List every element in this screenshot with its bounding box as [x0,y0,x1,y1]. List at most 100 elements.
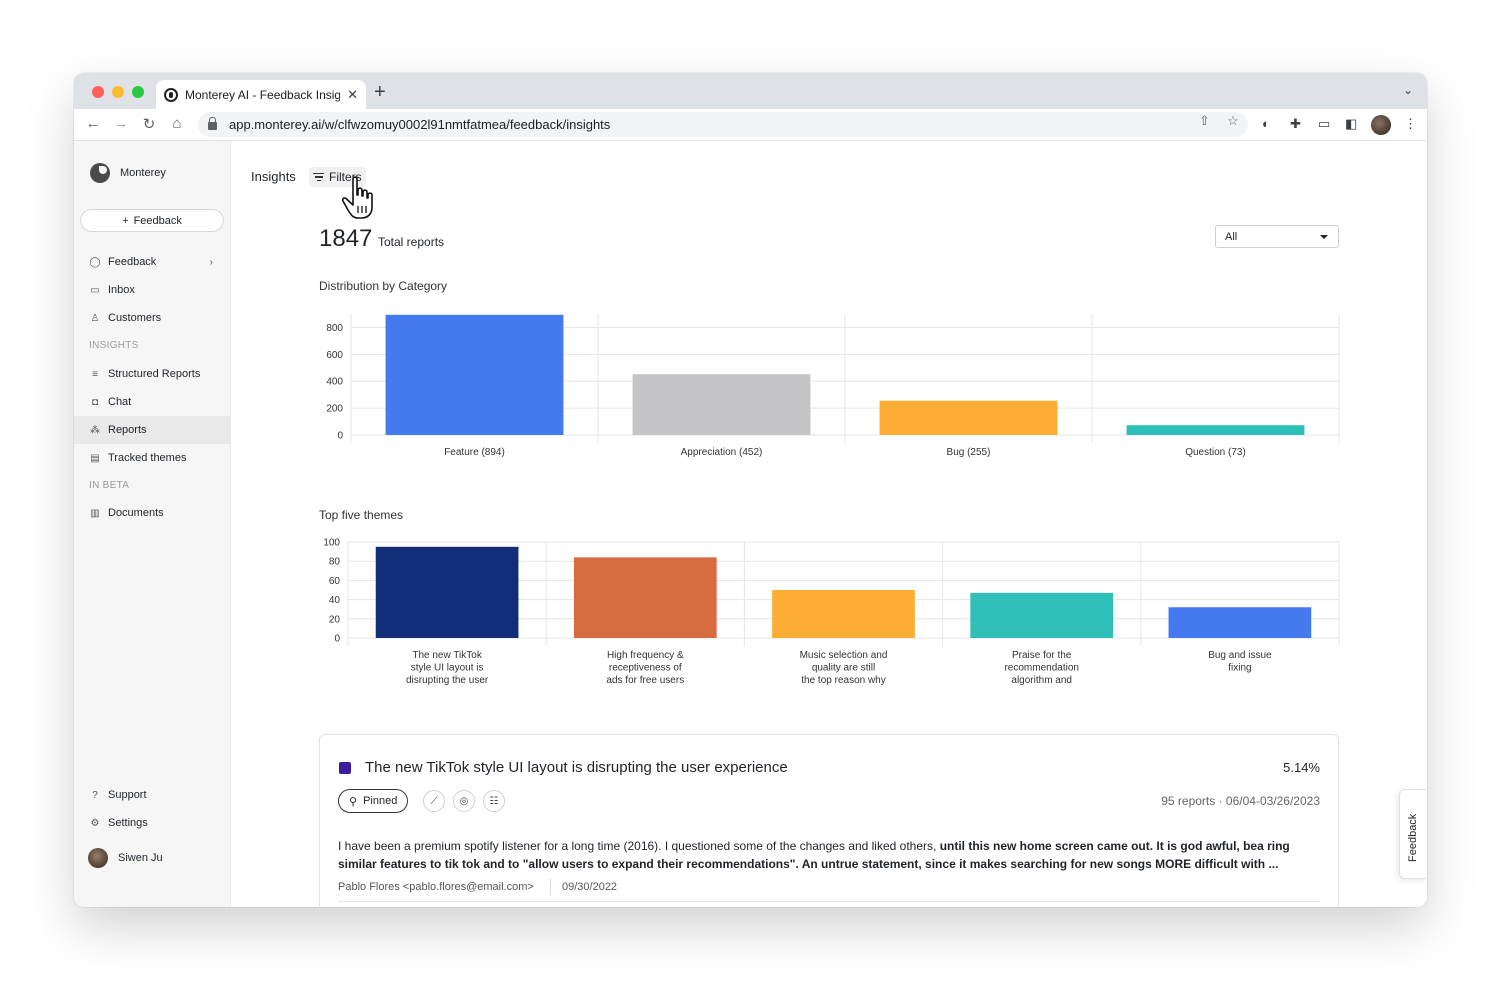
gear-icon: ⚙ [90,817,100,829]
caret-down-icon [1320,235,1328,239]
new-tab-button[interactable]: + [374,81,386,103]
browser-toolbar: ← → ↻ ⌂ app.monterey.ai/w/clfwzomuy0002l… [74,109,1427,141]
new-feedback-button[interactable]: + Feedback [80,209,224,232]
list-icon: ≡ [92,368,98,380]
brand[interactable]: Monterey [90,163,166,183]
back-arrow-icon[interactable]: ← [85,115,101,132]
profile-avatar[interactable] [1371,115,1391,135]
bar[interactable] [970,592,1114,638]
sidebar-item-label: Reports [108,424,147,436]
quote-plain: I have been a premium spotify listener f… [338,839,940,853]
theme-color-swatch [339,762,351,774]
total-reports-label: Total reports [378,235,445,249]
lock-icon [208,117,217,130]
feedback-quote: I have been a premium spotify listener f… [338,837,1323,873]
sidebar-item-documents[interactable]: ▥ Documents [74,499,231,527]
tab-strip: Monterey AI - Feedback Insigh ✕ + ⌄ [74,73,1427,109]
bar[interactable] [1168,607,1312,638]
sidebar-item-tracked-themes[interactable]: ▤ Tracked themes [74,444,231,472]
theme-card[interactable]: The new TikTok style UI layout is disrup… [319,734,1339,907]
sidebar-item-inbox[interactable]: ▭ Inbox [74,276,231,304]
sidebar-item-label: Documents [108,507,164,519]
breadcrumb[interactable]: Insights [251,169,296,184]
y-tick-label: 100 [323,538,340,549]
snapshot-camera-icon[interactable]: ◎ [453,790,475,812]
cast-icon[interactable]: ▭ [1318,116,1331,131]
document-icon: ▥ [90,507,100,519]
category-filter-select[interactable]: All [1215,225,1339,248]
close-window-button[interactable] [92,86,104,98]
reports-icon: ⁂ [90,424,100,436]
home-icon[interactable]: ⌂ [172,115,182,132]
reload-icon[interactable]: ↻ [142,116,156,133]
share-icon[interactable]: ⇧ [1199,113,1210,128]
user-profile[interactable]: Siwen Ju [88,848,163,868]
feedback-side-tab[interactable]: Feedback [1399,789,1427,879]
chart-title-themes: Top five themes [319,508,404,522]
feedback-side-tab-label: Feedback [1407,813,1419,862]
browser-tab[interactable]: Monterey AI - Feedback Insigh ✕ [156,80,366,109]
pin-icon: ⚲ [349,795,358,808]
sidebar-item-label: Structured Reports [108,368,201,380]
monterey-extension-icon[interactable]: ◐ [1262,116,1270,131]
user-name: Siwen Ju [118,852,163,864]
sidebar-item-label: Tracked themes [108,452,187,464]
sidebar-item-support[interactable]: ? Support [74,781,231,809]
chat-bubble-icon: ◯ [89,256,101,268]
y-tick-label: 800 [326,323,343,334]
forward-arrow-icon[interactable]: → [113,115,129,132]
trend-chart-icon[interactable]: ⟋ [423,790,445,812]
theme-title[interactable]: The new TikTok style UI layout is disrup… [365,759,788,776]
bar[interactable] [632,374,811,435]
sidebar-item-feedback[interactable]: ◯ Feedback › [74,248,231,276]
minimize-window-button[interactable] [112,86,124,98]
browser-menu-icon[interactable]: ⋮ [1404,116,1417,131]
select-value: All [1225,230,1238,243]
x-tick-label: Bug (255) [947,447,991,458]
inbox-icon: ▭ [90,284,100,296]
y-tick-label: 400 [326,377,343,388]
bar[interactable] [385,314,564,435]
monterey-favicon-icon [164,87,178,102]
y-tick-label: 40 [329,595,341,606]
extensions-puzzle-icon[interactable]: ✚ [1290,116,1301,131]
new-feedback-label: Feedback [133,214,182,227]
y-tick-label: 20 [329,614,341,625]
sidebar-item-customers[interactable]: ♙ Customers [74,304,231,332]
sidebar-item-label: Inbox [108,284,135,296]
window-controls [92,86,144,98]
bar[interactable] [879,400,1058,435]
sidebar-item-chat[interactable]: ◘ Chat [74,388,231,416]
bar[interactable] [375,546,519,638]
total-reports-count: 1847 [319,225,373,252]
quote-date: 09/30/2022 [562,881,618,893]
sidebar-item-label: Support [108,789,147,801]
sidebar-item-label: Feedback [108,256,157,268]
report-meta: 95 reports · 06/04-03/26/2023 [1161,794,1320,808]
quote-author: Pablo Flores <pablo.flores@email.com> [338,881,534,893]
maximize-window-button[interactable] [132,86,144,98]
bar[interactable] [772,590,915,638]
monterey-logo-icon [90,163,110,183]
pinned-button[interactable]: ⚲ Pinned [338,789,409,813]
side-panel-icon[interactable]: ◧ [1345,116,1358,131]
divider [338,901,1320,902]
y-tick-label: 0 [337,431,343,442]
sidebar-item-reports[interactable]: ⁂ Reports [74,416,231,444]
sidebar-item-label: Settings [108,817,148,829]
app: Monterey + Feedback ◯ Feedback › ▭ Inbox… [74,141,1427,907]
bar[interactable] [1126,425,1305,435]
tab-search-chevron-icon[interactable]: ⌄ [1402,83,1413,97]
bar[interactable] [573,557,717,638]
bookmark-star-icon[interactable]: ☆ [1227,113,1239,128]
address-bar[interactable]: app.monterey.ai/w/clfwzomuy0002l91nmtfat… [198,112,1248,137]
x-tick-label: Bug and issue fixing [1208,650,1272,674]
section-label-beta: IN BETA [89,480,130,491]
section-label-insights: INSIGHTS [89,340,139,351]
sidebar-item-settings[interactable]: ⚙ Settings [74,809,231,837]
chat-icon: ◘ [91,396,99,408]
close-tab-icon[interactable]: ✕ [347,86,358,102]
chart-title-distribution: Distribution by Category [319,279,448,293]
sidebar-item-structured-reports[interactable]: ≡ Structured Reports [74,360,231,388]
details-list-icon[interactable]: ☷ [483,790,505,812]
